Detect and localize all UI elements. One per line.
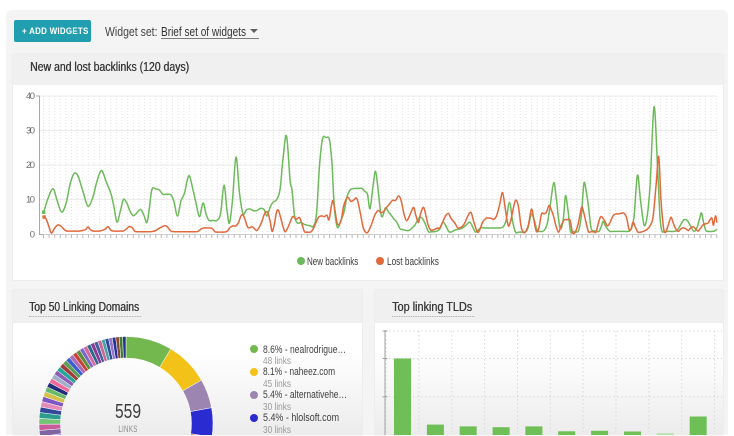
svg-text:20: 20	[26, 160, 35, 171]
svg-text:0: 0	[30, 230, 35, 241]
svg-text:10: 10	[26, 195, 35, 206]
svg-text:30: 30	[26, 126, 35, 137]
svg-text:40: 40	[26, 91, 35, 102]
